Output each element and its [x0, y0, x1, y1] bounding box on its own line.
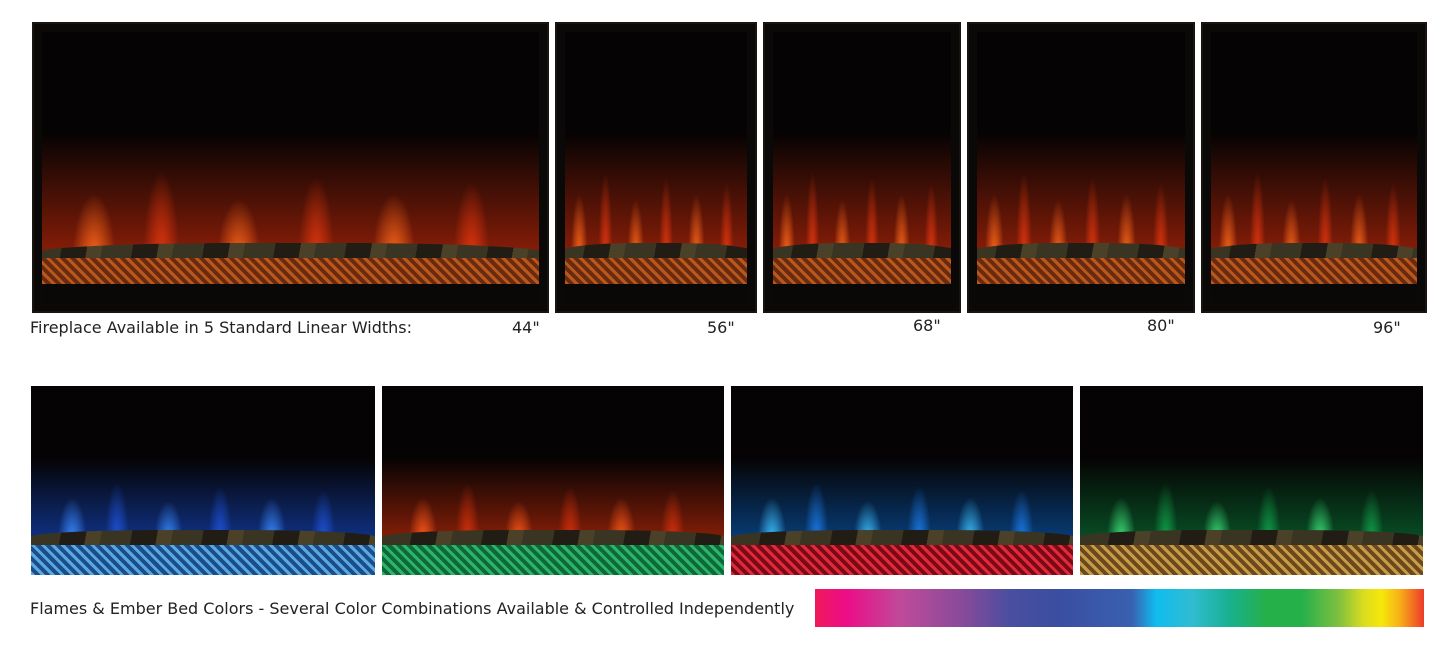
- color-option-green-gold-photo: [1080, 386, 1423, 575]
- color-option-blue-blue-photo: [31, 386, 375, 575]
- fireplace-96-photo: [1201, 22, 1427, 313]
- width-label-44: 44": [512, 318, 540, 337]
- fireplace-68-photo: [763, 22, 961, 313]
- color-spectrum-bar: [815, 589, 1424, 627]
- width-label-56: 56": [707, 318, 735, 337]
- fireplace-44-photo: [32, 22, 549, 313]
- color-option-orange-green-photo: [382, 386, 724, 575]
- width-label-80: 80": [1147, 316, 1175, 335]
- widths-caption: Fireplace Available in 5 Standard Linear…: [30, 318, 413, 337]
- width-label-68: 68": [913, 316, 941, 335]
- fireplace-80-photo: [967, 22, 1195, 313]
- color-option-cyan-red-photo: [731, 386, 1073, 575]
- fireplace-56-photo: [555, 22, 757, 313]
- width-label-96: 96": [1373, 318, 1401, 337]
- colors-caption: Flames & Ember Bed Colors - Several Colo…: [30, 599, 795, 618]
